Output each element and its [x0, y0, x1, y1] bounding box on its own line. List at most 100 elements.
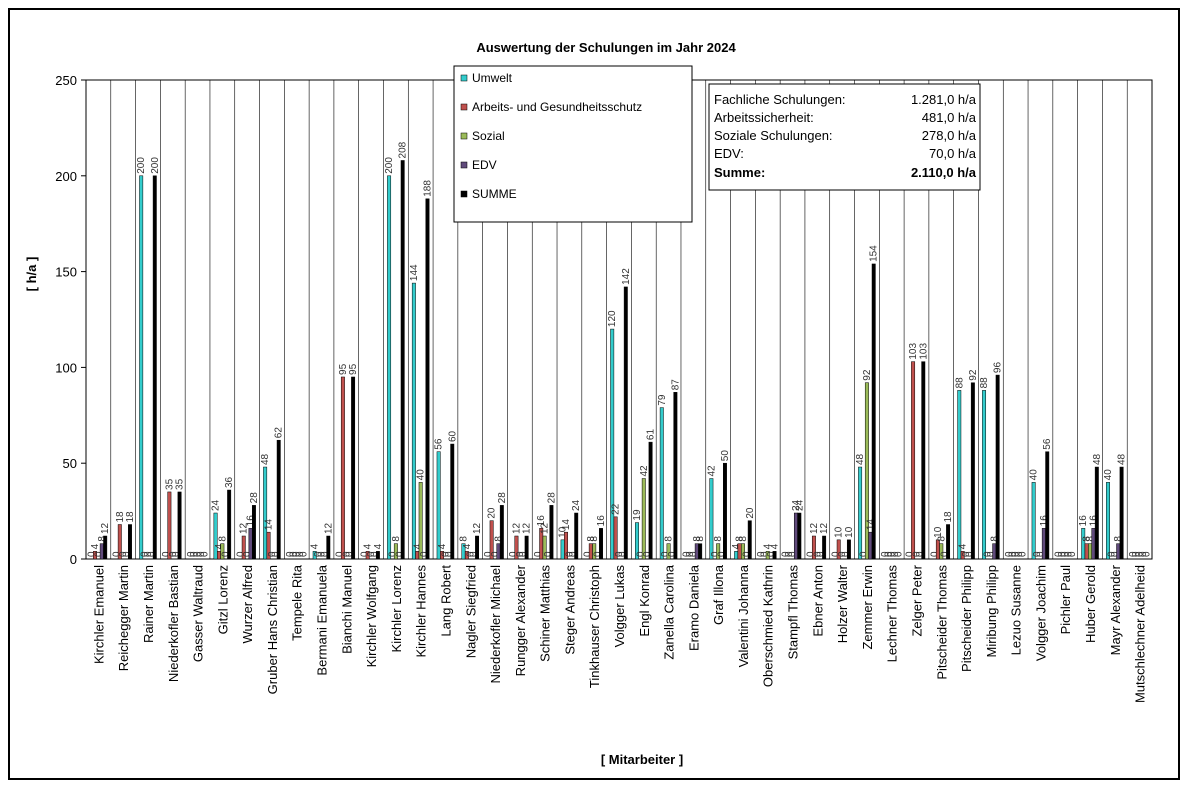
summary-value-edv: 70,0 h/a: [929, 146, 977, 161]
data-label: 0: [893, 551, 904, 557]
data-label: 35: [164, 478, 175, 490]
data-label: 22: [611, 503, 622, 515]
bar-arbeits-und-gesundheitsschutz: [613, 516, 618, 560]
bar-summe: [425, 198, 430, 560]
bar-arbeits-und-gesundheitsschutz: [836, 539, 841, 560]
bar-edv: [694, 543, 699, 560]
bar-edv: [496, 543, 501, 560]
data-label: 8: [391, 536, 402, 542]
bar-summe: [450, 443, 455, 560]
data-label: 28: [249, 492, 260, 504]
bar-sozial: [393, 543, 398, 560]
bar-summe: [698, 543, 703, 560]
category-label: Volgger Joachim: [1033, 565, 1048, 661]
data-label: 96: [993, 362, 1004, 374]
bar-umwelt: [1081, 528, 1086, 560]
category-label: Tempele Rita: [290, 564, 305, 641]
x-axis-label: [ Mitarbeiter ]: [601, 752, 683, 767]
data-label: 0: [1128, 551, 1139, 557]
data-label: 0: [1004, 551, 1015, 557]
legend-entry: EDV: [472, 158, 497, 172]
data-label: 0: [146, 551, 157, 557]
bar-arbeits-und-gesundheitsschutz: [117, 524, 122, 560]
category-label: Mayr Alexander: [1108, 564, 1123, 655]
data-label: 120: [607, 310, 618, 327]
category-label: Rungger Alexander: [513, 564, 528, 676]
bar-arbeits-und-gesundheitsschutz: [960, 551, 965, 560]
data-label: 208: [398, 141, 409, 158]
data-label: 8: [713, 536, 724, 542]
data-label: 0: [143, 551, 154, 557]
data-label: 18: [125, 511, 136, 523]
data-label: 12: [809, 522, 820, 534]
bar-summe: [1119, 466, 1124, 560]
data-label: 28: [546, 492, 557, 504]
legend-box: [453, 65, 693, 223]
legend-swatch: [460, 190, 468, 198]
category-label: Wurzer Alfred: [240, 565, 255, 644]
data-label: 10: [844, 526, 855, 538]
category-label: Pichler Paul: [1058, 565, 1073, 634]
data-label: 0: [168, 551, 179, 557]
bar-summe: [574, 512, 579, 560]
legend-swatch: [460, 161, 468, 169]
bar-summe: [673, 392, 678, 560]
data-label: 10: [834, 526, 845, 538]
summary-label-fachlich: Fachliche Schulungen:: [714, 92, 846, 107]
bar-edv: [1041, 528, 1046, 560]
data-label: 4: [763, 543, 774, 549]
data-label: 8: [735, 536, 746, 542]
data-label: 0: [682, 551, 693, 557]
data-label: 60: [447, 430, 458, 442]
data-label: 0: [883, 551, 894, 557]
data-label: 0: [515, 551, 526, 557]
data-label: 0: [582, 551, 593, 557]
category-label: Bianchi Manuel: [339, 565, 354, 654]
data-label: 16: [596, 515, 607, 527]
bar-arbeits-und-gesundheitsschutz: [241, 535, 246, 560]
data-label: 0: [1007, 551, 1018, 557]
category-label: Lechner Thomas: [885, 565, 900, 663]
data-label: 95: [338, 363, 349, 375]
data-label: 0: [688, 551, 699, 557]
data-label: 0: [469, 551, 480, 557]
bar-summe: [1094, 466, 1099, 560]
data-label: 0: [986, 551, 997, 557]
data-label: 48: [1092, 453, 1103, 465]
bar-edv: [1091, 528, 1096, 560]
bar-umwelt: [1106, 482, 1110, 560]
data-label: 48: [1117, 453, 1128, 465]
bar-summe: [227, 489, 232, 560]
bar-umwelt: [957, 390, 962, 560]
data-label: 8: [217, 536, 228, 542]
data-label: 0: [1011, 551, 1022, 557]
bar-summe: [276, 439, 281, 560]
data-label: 0: [242, 551, 253, 557]
data-label: 0: [186, 551, 197, 557]
data-label: 0: [635, 551, 646, 557]
category-label: Rainer Martin: [141, 565, 156, 643]
data-label: 36: [224, 476, 235, 488]
legend: Umwelt Arbeits- und Gesundheitsschutz Sozi…: [453, 65, 693, 223]
y-tick-label: 0: [70, 552, 77, 567]
data-label: 0: [235, 551, 246, 557]
data-label: 0: [667, 551, 678, 557]
data-label: 20: [487, 507, 498, 519]
data-label: 0: [288, 551, 299, 557]
data-label: 8: [1082, 536, 1093, 542]
category-label: Lezuo Susanne: [1009, 565, 1024, 655]
data-label: 0: [1053, 551, 1064, 557]
data-label: 0: [568, 551, 579, 557]
legend-swatch: [460, 132, 468, 140]
data-label: 4: [770, 543, 781, 549]
data-label: 8: [936, 536, 947, 542]
bar-umwelt: [734, 551, 739, 560]
data-label: 14: [561, 519, 572, 531]
summary-box: Fachliche Schulungen: 1.281,0 h/a Arbeit…: [708, 83, 981, 191]
data-label: 16: [1088, 515, 1099, 527]
data-label: 200: [384, 157, 395, 174]
data-label: 24: [211, 499, 222, 511]
data-label: 0: [660, 551, 671, 557]
data-label: 4: [412, 543, 423, 549]
bar-summe: [599, 528, 603, 560]
